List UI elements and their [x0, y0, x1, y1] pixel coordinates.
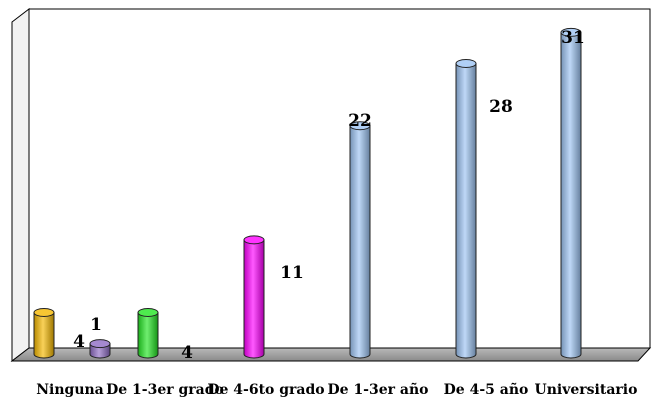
data-label-1: 1	[90, 315, 102, 335]
category-label-4: De 4-5 año	[444, 381, 529, 398]
chart-back-wall	[28, 8, 651, 349]
bar-6	[560, 27, 582, 359]
data-label-5: 28	[489, 97, 513, 117]
bar-body-5	[455, 63, 477, 359]
bar-body-3	[243, 239, 265, 359]
data-label-4: 22	[348, 111, 372, 131]
bar-5	[455, 59, 477, 359]
bar-top-2	[137, 308, 159, 317]
data-label-6: 31	[561, 28, 585, 48]
bar-0	[33, 308, 55, 359]
category-label-3: De 1-3er año	[328, 381, 429, 398]
chart-side-wall	[11, 7, 30, 363]
category-label-2: De 4-6to grado	[207, 382, 324, 398]
bar-top-4	[349, 121, 371, 131]
bar-top-6	[560, 27, 582, 37]
bar-body-6	[560, 31, 582, 359]
data-label-3: 11	[280, 263, 304, 283]
bar-top-5	[455, 59, 477, 68]
bar-2	[137, 308, 159, 359]
bar-top-1	[89, 339, 111, 349]
bar-body-0	[33, 312, 55, 359]
data-label-2: 4	[181, 343, 193, 363]
category-label-5: Universitario	[535, 382, 638, 398]
bar-1	[89, 339, 111, 359]
category-label-0: Ninguna	[36, 382, 104, 398]
bar-3	[243, 235, 265, 359]
bars-layer	[33, 27, 582, 359]
bar-top-3	[243, 235, 265, 245]
data-label-0: 4	[73, 332, 85, 352]
bar-body-4	[349, 125, 371, 359]
category-label-1: De 1-3er grado	[106, 382, 224, 398]
bar-body-2	[137, 312, 159, 359]
bar-4	[349, 121, 371, 359]
bar-top-0	[33, 308, 55, 317]
